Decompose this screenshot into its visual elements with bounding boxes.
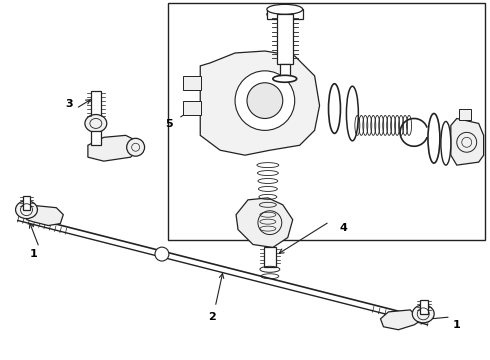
Bar — [183, 100, 201, 114]
Circle shape — [127, 138, 145, 156]
Text: 1: 1 — [453, 320, 461, 330]
Bar — [169, 3, 485, 239]
Ellipse shape — [441, 121, 451, 165]
Ellipse shape — [346, 86, 358, 141]
Ellipse shape — [267, 4, 303, 14]
Text: 5: 5 — [165, 120, 172, 130]
Polygon shape — [88, 135, 138, 161]
Bar — [267, 9, 303, 19]
Ellipse shape — [267, 9, 303, 19]
Text: 3: 3 — [65, 99, 73, 109]
Circle shape — [155, 247, 169, 261]
Text: 1: 1 — [29, 249, 37, 260]
Polygon shape — [200, 51, 319, 155]
Bar — [91, 131, 101, 145]
Polygon shape — [26, 206, 63, 226]
Ellipse shape — [85, 114, 107, 132]
Ellipse shape — [273, 75, 297, 82]
Bar — [23, 196, 30, 210]
Text: 2: 2 — [208, 312, 216, 322]
Bar — [420, 300, 428, 314]
Circle shape — [247, 83, 283, 118]
Ellipse shape — [328, 84, 341, 133]
Ellipse shape — [428, 113, 440, 163]
Bar — [280, 64, 290, 79]
Ellipse shape — [412, 305, 434, 323]
Polygon shape — [236, 198, 293, 247]
Bar — [91, 91, 101, 121]
Text: 4: 4 — [340, 222, 347, 233]
Polygon shape — [381, 310, 420, 330]
Polygon shape — [451, 118, 484, 165]
Ellipse shape — [16, 201, 37, 219]
Bar — [277, 14, 293, 64]
Bar — [183, 76, 201, 90]
Circle shape — [235, 71, 294, 130]
Bar — [459, 109, 471, 121]
Bar — [264, 247, 276, 267]
